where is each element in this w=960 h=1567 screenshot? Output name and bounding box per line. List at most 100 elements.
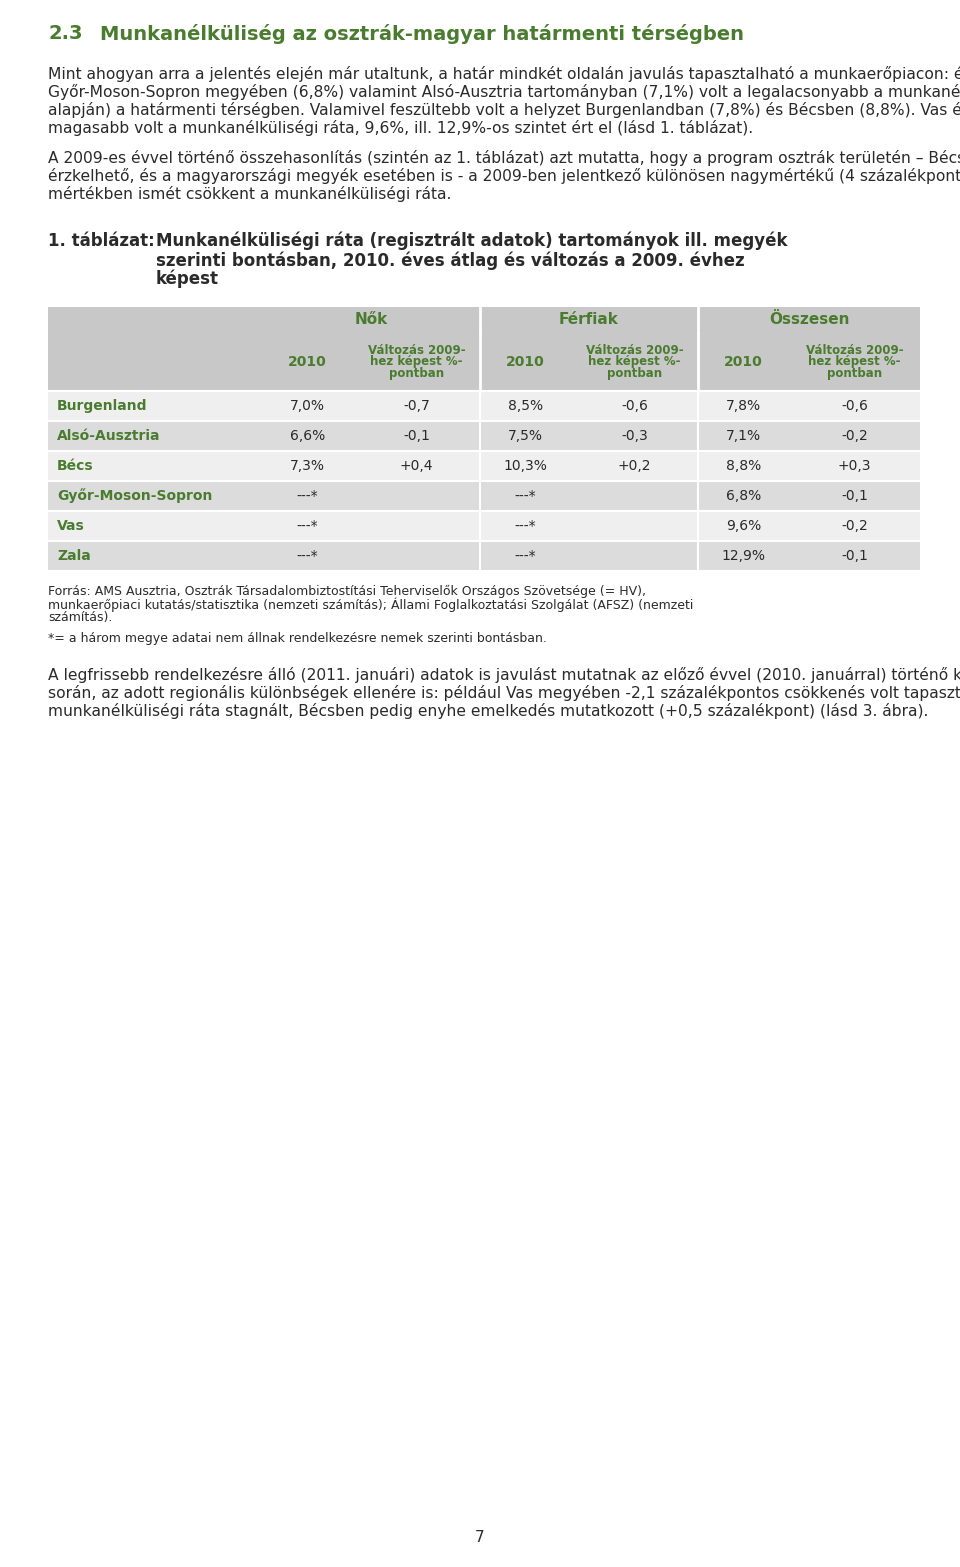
Text: Vas: Vas	[57, 519, 84, 533]
Text: Alsó-Ausztria: Alsó-Ausztria	[57, 429, 160, 443]
Text: 8,5%: 8,5%	[508, 400, 543, 414]
Text: képest: képest	[156, 270, 219, 288]
Bar	[789, 511, 920, 541]
Bar	[262, 541, 353, 570]
Bar	[48, 541, 262, 570]
Bar	[262, 334, 353, 392]
Text: 7,1%: 7,1%	[726, 429, 761, 443]
Bar	[353, 334, 480, 392]
Text: hez képest %-: hez képest %-	[371, 356, 463, 368]
Text: -0,1: -0,1	[841, 489, 868, 503]
Bar	[698, 481, 789, 511]
Text: Összesen: Összesen	[769, 312, 850, 328]
Bar	[353, 392, 480, 422]
Text: mértékben ismét csökkent a munkanélküliségi ráta.: mértékben ismét csökkent a munkanélkülis…	[48, 186, 451, 202]
Text: +0,3: +0,3	[838, 459, 872, 473]
Text: szerinti bontásban, 2010. éves átlag és változás a 2009. évhez: szerinti bontásban, 2010. éves átlag és …	[156, 251, 745, 270]
Text: pontban: pontban	[389, 367, 444, 379]
Bar	[698, 511, 789, 541]
Text: 7: 7	[475, 1529, 485, 1545]
Text: alapján) a határmenti térségben. Valamivel feszültebb volt a helyzet Burgenlandb: alapján) a határmenti térségben. Valamiv…	[48, 102, 960, 118]
Bar	[789, 334, 920, 392]
Text: Forrás: AMS Ausztria, Osztrák Társadalombiztostítási Teherviselők Országos Szöve: Forrás: AMS Ausztria, Osztrák Társadalom…	[48, 584, 646, 599]
Bar	[48, 392, 262, 422]
Text: Győr-Moson-Sopron: Győr-Moson-Sopron	[57, 489, 212, 503]
Text: munkaerőpiaci kutatás/statisztika (nemzeti számítás); Állami Foglalkoztatási Szo: munkaerőpiaci kutatás/statisztika (nemze…	[48, 599, 693, 613]
Bar	[571, 392, 698, 422]
Text: 9,6%: 9,6%	[726, 519, 761, 533]
Text: Győr-Moson-Sopron megyében (6,8%) valamint Alsó-Ausztria tartományban (7,1%) vol: Győr-Moson-Sopron megyében (6,8%) valami…	[48, 85, 960, 100]
Bar	[353, 511, 480, 541]
Text: Munkanélküliségi ráta (regisztrált adatok) tartományok ill. megyék: Munkanélküliségi ráta (regisztrált adato…	[156, 232, 787, 251]
Text: -0,3: -0,3	[621, 429, 648, 443]
Text: 6,8%: 6,8%	[726, 489, 761, 503]
Bar	[262, 392, 353, 422]
Text: Zala: Zala	[57, 548, 91, 563]
Bar	[698, 422, 789, 451]
Bar	[789, 392, 920, 422]
Text: munkanélküliségi ráta stagnált, Bécsben pedig enyhe emelkedés mutatkozott (+0,5 : munkanélküliségi ráta stagnált, Bécsben …	[48, 704, 928, 719]
Text: 7,0%: 7,0%	[290, 400, 325, 414]
Text: hez képest %-: hez képest %-	[588, 356, 681, 368]
Bar	[48, 511, 262, 541]
Bar	[480, 307, 698, 334]
Bar	[262, 511, 353, 541]
Bar	[353, 451, 480, 481]
Text: hez képest %-: hez képest %-	[808, 356, 900, 368]
Text: -0,1: -0,1	[841, 548, 868, 563]
Text: ---*: ---*	[297, 548, 319, 563]
Text: Nők: Nők	[354, 312, 388, 328]
Text: számítás).: számítás).	[48, 611, 112, 624]
Bar	[48, 334, 262, 392]
Bar	[262, 481, 353, 511]
Text: 2010: 2010	[506, 356, 545, 368]
Bar	[48, 422, 262, 451]
Text: Bécs: Bécs	[57, 459, 94, 473]
Text: 7,8%: 7,8%	[726, 400, 761, 414]
Bar	[480, 541, 571, 570]
Bar	[698, 392, 789, 422]
Bar	[353, 481, 480, 511]
Bar	[353, 422, 480, 451]
Text: Munkanélküliség az osztrák-magyar határmenti térségben: Munkanélküliség az osztrák-magyar határm…	[100, 24, 744, 44]
Text: 12,9%: 12,9%	[722, 548, 765, 563]
Bar	[571, 451, 698, 481]
Bar	[571, 422, 698, 451]
Text: 7,3%: 7,3%	[290, 459, 325, 473]
Bar	[698, 334, 789, 392]
Text: pontban: pontban	[827, 367, 882, 379]
Text: A 2009-es évvel történő összehasonlítás (szintén az 1. táblázat) azt mutatta, ho: A 2009-es évvel történő összehasonlítás …	[48, 150, 960, 166]
Bar	[571, 541, 698, 570]
Text: magasabb volt a munkanélküliségi ráta, 9,6%, ill. 12,9%-os szintet ért el (lásd : magasabb volt a munkanélküliségi ráta, 9…	[48, 121, 754, 136]
Text: Változás 2009-: Változás 2009-	[805, 345, 903, 357]
Bar	[698, 541, 789, 570]
Text: -0,7: -0,7	[403, 400, 430, 414]
Bar	[353, 541, 480, 570]
Text: Férfiak: Férfiak	[559, 312, 619, 328]
Text: Változás 2009-: Változás 2009-	[368, 345, 466, 357]
Text: 1. táblázat:: 1. táblázat:	[48, 232, 155, 251]
Bar	[48, 451, 262, 481]
Text: Változás 2009-: Változás 2009-	[586, 345, 684, 357]
Bar	[480, 422, 571, 451]
Text: érzkelhető, és a magyarországi megyék esetében is - a 2009-ben jelentkező különö: érzkelhető, és a magyarországi megyék es…	[48, 168, 960, 183]
Bar	[698, 451, 789, 481]
Text: ---*: ---*	[515, 489, 537, 503]
Bar	[480, 334, 571, 392]
Bar	[48, 307, 262, 334]
Bar	[789, 481, 920, 511]
Text: -0,2: -0,2	[841, 429, 868, 443]
Text: -0,1: -0,1	[403, 429, 430, 443]
Text: A legfrissebb rendelkezésre álló (2011. januári) adatok is javulást mutatnak az : A legfrissebb rendelkezésre álló (2011. …	[48, 668, 960, 683]
Text: ---*: ---*	[297, 489, 319, 503]
Bar	[789, 541, 920, 570]
Text: -0,6: -0,6	[841, 400, 868, 414]
Text: ---*: ---*	[515, 519, 537, 533]
Bar	[698, 307, 920, 334]
Bar	[480, 481, 571, 511]
Text: 2010: 2010	[724, 356, 763, 368]
Bar	[480, 392, 571, 422]
Bar	[262, 307, 480, 334]
Text: Mint ahogyan arra a jelentés elején már utaltunk, a határ mindkét oldalán javulá: Mint ahogyan arra a jelentés elején már …	[48, 66, 960, 81]
Bar	[789, 451, 920, 481]
